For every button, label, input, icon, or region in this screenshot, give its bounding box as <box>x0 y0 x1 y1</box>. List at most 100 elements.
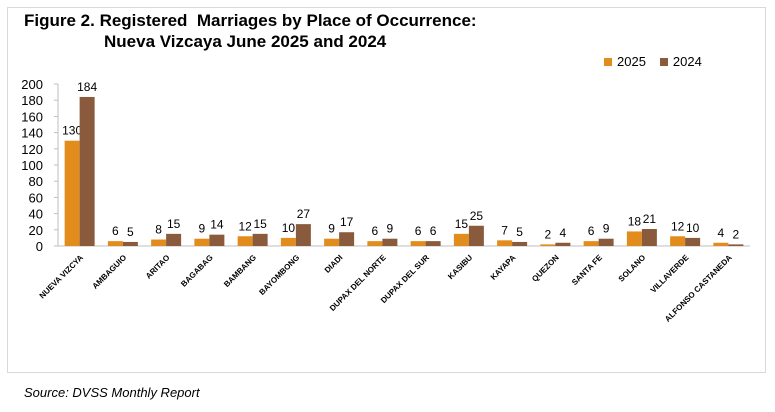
data-label-2025: 12 <box>238 219 252 233</box>
bar-2025-bambang <box>237 236 253 246</box>
bar-2024-kayapa <box>512 241 528 246</box>
y-tick-label: 20 <box>29 223 43 238</box>
bar-2025-kasibu <box>453 233 469 246</box>
bar-2025-dupax-del-sur <box>410 241 426 246</box>
data-label-2024: 2 <box>733 227 740 241</box>
y-tick-label: 180 <box>21 93 43 108</box>
bar-2025-quezon <box>540 244 556 246</box>
data-label-2024: 6 <box>430 224 437 238</box>
bar-2024-dupax-del-norte <box>382 238 398 246</box>
data-label-2025: 7 <box>501 223 508 237</box>
bar-2024-villaverde <box>685 237 701 246</box>
data-label-2025: 12 <box>671 219 685 233</box>
x-tick-label: AMBAGUIO <box>90 253 128 291</box>
bar-2024-quezon <box>555 242 571 246</box>
bar-2025-solano <box>626 231 642 246</box>
legend-item-2025: 2025 <box>604 54 646 69</box>
bar-2025-kayapa <box>497 240 513 246</box>
data-label-2025: 130 <box>62 124 82 138</box>
y-tick-label: 160 <box>21 109 43 124</box>
bar-2025-bayombong <box>280 237 296 246</box>
y-tick-label: 120 <box>21 142 43 157</box>
x-tick-label: ARITAO <box>144 253 172 281</box>
bar-2024-ambaguio <box>122 241 138 246</box>
data-label-2024: 9 <box>387 222 394 236</box>
data-label-2024: 14 <box>210 218 224 232</box>
data-label-2024: 15 <box>167 217 181 231</box>
data-label-2024: 15 <box>253 217 267 231</box>
bar-2025-bagabag <box>194 238 210 246</box>
bar-2024-aritao <box>166 233 182 246</box>
data-label-2024: 27 <box>297 207 311 221</box>
data-label-2025: 6 <box>588 224 595 238</box>
bar-2024-solano <box>641 228 657 246</box>
bar-2025-ambaguio <box>107 241 123 246</box>
bar-2024-diadi <box>339 232 355 246</box>
bar-2025-diadi <box>324 238 340 246</box>
data-label-2025: 8 <box>155 223 162 237</box>
bar-2025-villaverde <box>670 236 686 246</box>
x-tick-label: QUEZON <box>530 253 561 284</box>
data-label-2024: 10 <box>686 221 700 235</box>
bar-2025-alfonso-castaneda <box>713 242 729 246</box>
data-label-2025: 18 <box>628 214 642 228</box>
data-label-2025: 9 <box>199 222 206 236</box>
data-label-2024: 5 <box>516 225 523 239</box>
legend-swatch-2024 <box>659 57 668 66</box>
data-label-2025: 6 <box>372 224 379 238</box>
bar-2025-aritao <box>151 239 167 246</box>
source-note: Source: DVSS Monthly Report <box>24 385 200 400</box>
data-label-2024: 9 <box>603 222 610 236</box>
bar-2024-santa-fe <box>598 238 614 246</box>
x-tick-label: KAYAPA <box>489 253 518 282</box>
x-tick-label: SOLANO <box>617 253 648 284</box>
data-label-2024: 4 <box>560 226 567 240</box>
x-tick-label: NUEVA VIZCYA <box>38 253 85 300</box>
legend-item-2024: 2024 <box>659 54 702 69</box>
y-tick-label: 80 <box>29 174 43 189</box>
y-tick-label: 0 <box>36 239 43 254</box>
bar-2025-nueva-vizcya <box>64 140 80 246</box>
data-label-2025: 6 <box>415 224 422 238</box>
data-label-2024: 21 <box>643 212 657 226</box>
data-label-2025: 4 <box>718 226 725 240</box>
data-label-2024: 184 <box>77 80 97 94</box>
y-tick-label: 200 <box>21 77 43 92</box>
data-label-2024: 5 <box>127 225 134 239</box>
data-label-2025: 6 <box>112 224 119 238</box>
x-tick-label: SANTA FE <box>570 253 604 287</box>
x-tick-label: DUPAX DEL SUR <box>379 253 431 305</box>
legend-swatch-2025 <box>604 57 612 66</box>
data-label-2025: 15 <box>455 217 469 231</box>
x-tick-label: BAYOMBONG <box>257 253 301 297</box>
data-label-2025: 9 <box>328 222 335 236</box>
y-tick-label: 60 <box>29 190 43 205</box>
x-tick-label: BAGABAG <box>179 253 215 289</box>
bar-2024-bayombong <box>295 224 311 246</box>
legend-label-2025: 2025 <box>617 54 646 69</box>
chart-title-line1: Figure 2. Registered Marriages by Place … <box>24 11 477 30</box>
x-tick-label: BAMBANG <box>222 253 258 289</box>
data-label-2024: 25 <box>470 209 484 223</box>
bar-2025-santa-fe <box>583 241 599 246</box>
y-tick-label: 140 <box>21 126 43 141</box>
data-label-2024: 17 <box>340 215 354 229</box>
bar-2024-alfonso-castaneda <box>728 244 744 246</box>
x-tick-label: DIADI <box>323 253 345 275</box>
chart-frame <box>7 7 766 373</box>
legend-label-2024: 2024 <box>672 54 702 69</box>
chart-title: Figure 2. Registered Marriages by Place … <box>24 10 477 52</box>
x-tick-label: VILLAVERDE <box>649 253 691 295</box>
bar-2024-kasibu <box>468 225 484 246</box>
y-tick-label: 40 <box>29 207 43 222</box>
legend: 2025 2024 <box>604 54 702 69</box>
bar-2024-bagabag <box>209 234 225 246</box>
data-label-2025: 10 <box>282 221 296 235</box>
chart-title-line2: Nueva Vizcaya June 2025 and 2024 <box>104 32 387 51</box>
bar-2025-dupax-del-norte <box>367 241 383 246</box>
data-label-2025: 2 <box>545 227 552 241</box>
bar-2024-nueva-vizcya <box>79 96 95 247</box>
bar-2024-bambang <box>252 233 268 246</box>
bar-2024-dupax-del-sur <box>425 241 441 246</box>
